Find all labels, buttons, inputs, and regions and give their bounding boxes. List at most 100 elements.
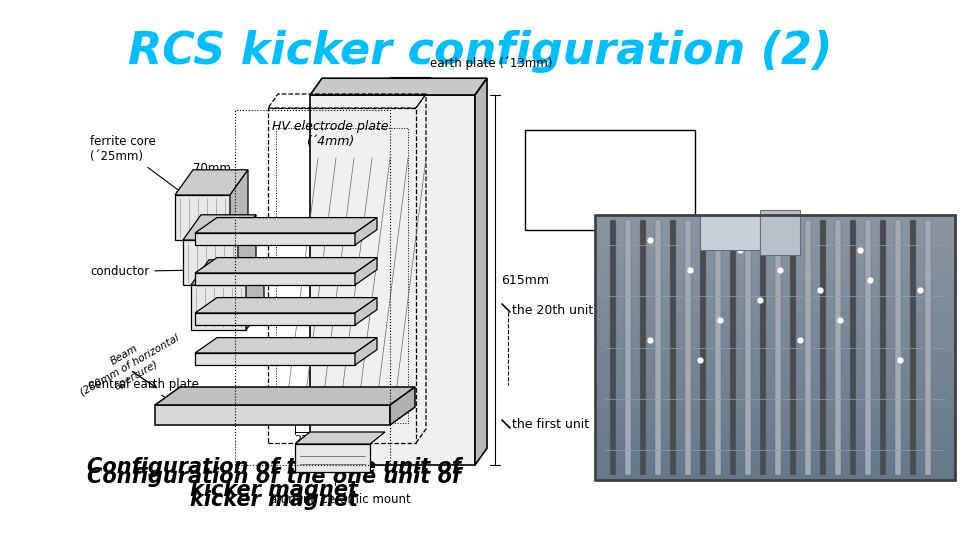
Polygon shape — [191, 285, 246, 330]
Bar — [760, 210, 800, 255]
Polygon shape — [295, 432, 385, 444]
Polygon shape — [195, 338, 377, 353]
Polygon shape — [880, 220, 886, 475]
Polygon shape — [295, 444, 370, 472]
Polygon shape — [595, 235, 955, 241]
Polygon shape — [895, 220, 901, 475]
Text: 22mm: 22mm — [294, 435, 330, 445]
Text: earth plate (´13mm): earth plate (´13mm) — [430, 56, 552, 70]
Polygon shape — [595, 434, 955, 440]
Polygon shape — [195, 313, 355, 325]
Polygon shape — [715, 220, 721, 475]
Polygon shape — [595, 248, 955, 255]
Polygon shape — [730, 220, 736, 475]
Polygon shape — [610, 220, 616, 475]
Bar — [525, 130, 695, 230]
Polygon shape — [595, 381, 955, 387]
Polygon shape — [230, 170, 248, 240]
Polygon shape — [595, 228, 955, 235]
Polygon shape — [790, 220, 796, 475]
Polygon shape — [595, 288, 955, 294]
Polygon shape — [175, 170, 248, 195]
Text: 70mm: 70mm — [193, 162, 231, 175]
Polygon shape — [595, 460, 955, 467]
Polygon shape — [850, 220, 856, 475]
Polygon shape — [925, 220, 931, 475]
Polygon shape — [183, 215, 256, 240]
Polygon shape — [595, 407, 955, 414]
Polygon shape — [625, 220, 631, 475]
Polygon shape — [595, 394, 955, 401]
Polygon shape — [355, 298, 377, 325]
Text: 615mm: 615mm — [501, 273, 549, 287]
Text: M-type: 173mm: M-type: 173mm — [533, 178, 633, 191]
Polygon shape — [655, 220, 661, 475]
Polygon shape — [355, 258, 377, 285]
Polygon shape — [475, 78, 487, 465]
Polygon shape — [595, 454, 955, 460]
Polygon shape — [685, 220, 691, 475]
Polygon shape — [595, 268, 955, 275]
Text: central earth plate: central earth plate — [88, 378, 199, 413]
Bar — [235, 110, 390, 465]
Polygon shape — [238, 215, 256, 285]
Polygon shape — [195, 353, 355, 365]
Polygon shape — [595, 301, 955, 308]
Text: the 20th unit: the 20th unit — [512, 303, 593, 316]
Polygon shape — [310, 78, 487, 95]
Polygon shape — [595, 281, 955, 288]
Polygon shape — [195, 258, 377, 273]
Polygon shape — [820, 220, 826, 475]
Polygon shape — [775, 220, 781, 475]
Text: alumina ceramic mount: alumina ceramic mount — [270, 493, 410, 506]
Polygon shape — [175, 195, 230, 240]
Text: Beam
(280mm of horizontal
aperture): Beam (280mm of horizontal aperture) — [73, 322, 187, 408]
Text: Configuration of the one unit of
kicker magnet: Configuration of the one unit of kicker … — [86, 467, 461, 510]
Polygon shape — [595, 328, 955, 334]
Text: ferrite core
(´25mm): ferrite core (´25mm) — [90, 135, 181, 193]
Polygon shape — [246, 260, 264, 330]
Polygon shape — [155, 387, 415, 405]
Polygon shape — [745, 220, 751, 475]
Polygon shape — [595, 334, 955, 341]
Polygon shape — [191, 260, 264, 285]
Polygon shape — [595, 294, 955, 301]
Polygon shape — [805, 220, 811, 475]
Text: L-type: 199mm: L-type: 199mm — [533, 196, 628, 209]
Polygon shape — [390, 387, 415, 425]
Polygon shape — [355, 338, 377, 365]
Polygon shape — [595, 308, 955, 314]
Polygon shape — [640, 220, 646, 475]
Polygon shape — [595, 420, 955, 427]
Polygon shape — [760, 220, 766, 475]
Polygon shape — [670, 220, 676, 475]
Polygon shape — [595, 221, 955, 228]
Bar — [700, 215, 760, 250]
Polygon shape — [595, 414, 955, 420]
Polygon shape — [595, 467, 955, 474]
Polygon shape — [595, 367, 955, 374]
Text: Configuration of the one unit of
kicker magnet: Configuration of the one unit of kicker … — [86, 457, 461, 500]
Polygon shape — [595, 440, 955, 447]
Polygon shape — [595, 348, 955, 354]
Polygon shape — [183, 240, 238, 285]
Polygon shape — [865, 220, 871, 475]
Polygon shape — [195, 298, 377, 313]
Bar — [268, 108, 416, 443]
Polygon shape — [195, 218, 377, 233]
Polygon shape — [595, 447, 955, 454]
Bar — [310, 95, 475, 465]
Polygon shape — [595, 361, 955, 367]
Polygon shape — [700, 220, 706, 475]
Polygon shape — [595, 255, 955, 261]
Polygon shape — [595, 474, 955, 480]
Polygon shape — [910, 220, 916, 475]
Text: conductor: conductor — [90, 265, 196, 278]
Text: HV electrode plate
(´4mm): HV electrode plate (´4mm) — [272, 120, 388, 148]
Polygon shape — [355, 218, 377, 245]
Polygon shape — [595, 314, 955, 321]
Polygon shape — [595, 261, 955, 268]
Polygon shape — [195, 233, 355, 245]
Polygon shape — [595, 354, 955, 361]
Bar — [595, 215, 955, 480]
